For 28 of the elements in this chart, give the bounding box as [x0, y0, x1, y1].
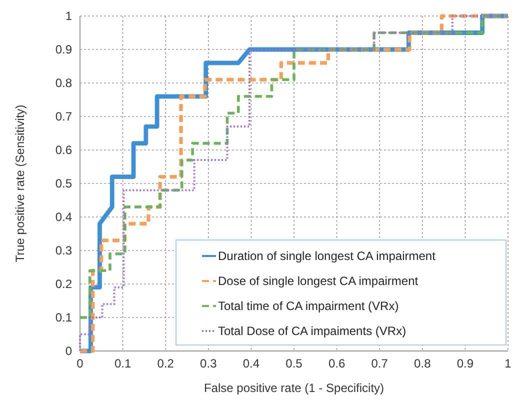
y-tick-label: 0.3: [55, 243, 72, 258]
y-tick-label: 0.4: [55, 210, 72, 224]
y-tick-label: 0.6: [55, 142, 72, 157]
y-tick-label: 0.2: [55, 276, 72, 291]
y-tick-label: 1: [65, 8, 72, 23]
x-tick-label: 0.1: [114, 356, 132, 371]
x-tick-label: 0.2: [157, 356, 174, 371]
y-tick-label: 0.1: [55, 310, 72, 324]
y-tick-label: 0.8: [55, 76, 72, 90]
legend-label: Dose of single longest CA impairment: [218, 274, 419, 288]
legend-label: Total Dose of CA impaiments (VRx): [218, 324, 406, 338]
x-tick-label: 1: [504, 356, 512, 371]
y-axis-title: True positive rate (Sensitivity): [13, 104, 27, 262]
y-tick-label: 0.7: [55, 109, 72, 124]
x-tick-label: 0.7: [371, 356, 388, 371]
y-tick-label: 0: [65, 344, 72, 358]
x-tick-label: 0.9: [456, 356, 474, 371]
x-tick-label: 0: [76, 356, 84, 371]
legend-label: Duration of single longest CA impairment: [218, 249, 436, 263]
x-tick-label: 0.4: [242, 356, 260, 371]
legend-label: Total time of CA impairment (VRx): [218, 299, 399, 313]
x-axis-title: False positive rate (1 - Specificity): [204, 381, 384, 395]
x-tick-label: 0.6: [328, 356, 346, 371]
y-tick-label: 0.9: [55, 42, 72, 56]
x-tick-label: 0.8: [414, 356, 432, 371]
x-tick-label: 0.3: [200, 356, 218, 371]
y-tick-label: 0.5: [55, 176, 72, 190]
x-tick-label: 0.5: [286, 356, 303, 371]
